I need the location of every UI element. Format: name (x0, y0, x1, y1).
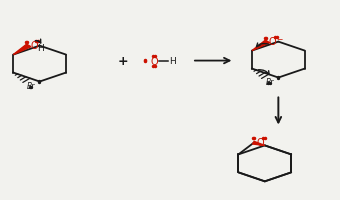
Text: O: O (151, 56, 158, 66)
Text: −: − (276, 35, 282, 44)
Text: Br: Br (266, 78, 274, 86)
Text: O: O (30, 41, 38, 51)
Polygon shape (13, 45, 31, 55)
Text: Br: Br (27, 82, 35, 90)
Text: +: + (117, 55, 128, 68)
Text: H: H (38, 43, 44, 52)
Polygon shape (252, 41, 270, 51)
Text: O: O (269, 37, 276, 47)
Text: O: O (256, 137, 264, 147)
Text: H: H (169, 57, 176, 66)
Polygon shape (252, 142, 265, 146)
